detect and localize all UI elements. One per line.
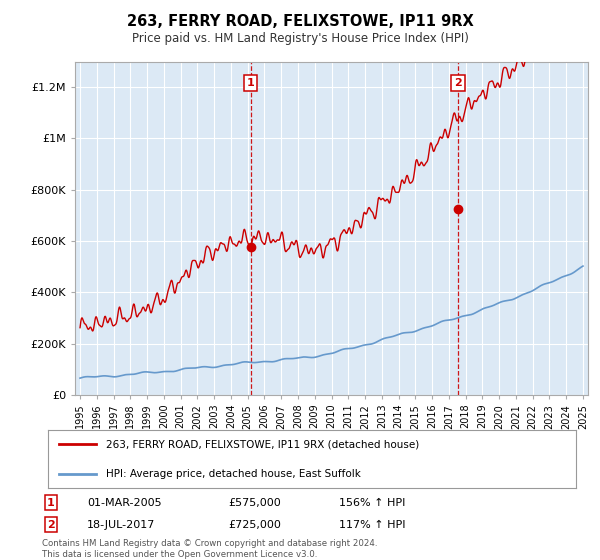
Text: 263, FERRY ROAD, FELIXSTOWE, IP11 9RX: 263, FERRY ROAD, FELIXSTOWE, IP11 9RX	[127, 14, 473, 29]
Text: This data is licensed under the Open Government Licence v3.0.: This data is licensed under the Open Gov…	[42, 550, 317, 559]
Text: 1: 1	[47, 498, 55, 508]
Text: 1: 1	[247, 78, 254, 88]
Text: 117% ↑ HPI: 117% ↑ HPI	[339, 520, 406, 530]
Text: Contains HM Land Registry data © Crown copyright and database right 2024.: Contains HM Land Registry data © Crown c…	[42, 539, 377, 548]
Text: 01-MAR-2005: 01-MAR-2005	[87, 498, 161, 508]
Text: £725,000: £725,000	[228, 520, 281, 530]
Text: 18-JUL-2017: 18-JUL-2017	[87, 520, 155, 530]
Text: 2: 2	[454, 78, 462, 88]
Text: 156% ↑ HPI: 156% ↑ HPI	[339, 498, 406, 508]
Text: HPI: Average price, detached house, East Suffolk: HPI: Average price, detached house, East…	[106, 469, 361, 479]
Text: 263, FERRY ROAD, FELIXSTOWE, IP11 9RX (detached house): 263, FERRY ROAD, FELIXSTOWE, IP11 9RX (d…	[106, 439, 419, 449]
Text: Price paid vs. HM Land Registry's House Price Index (HPI): Price paid vs. HM Land Registry's House …	[131, 32, 469, 45]
Text: 2: 2	[47, 520, 55, 530]
Text: £575,000: £575,000	[228, 498, 281, 508]
